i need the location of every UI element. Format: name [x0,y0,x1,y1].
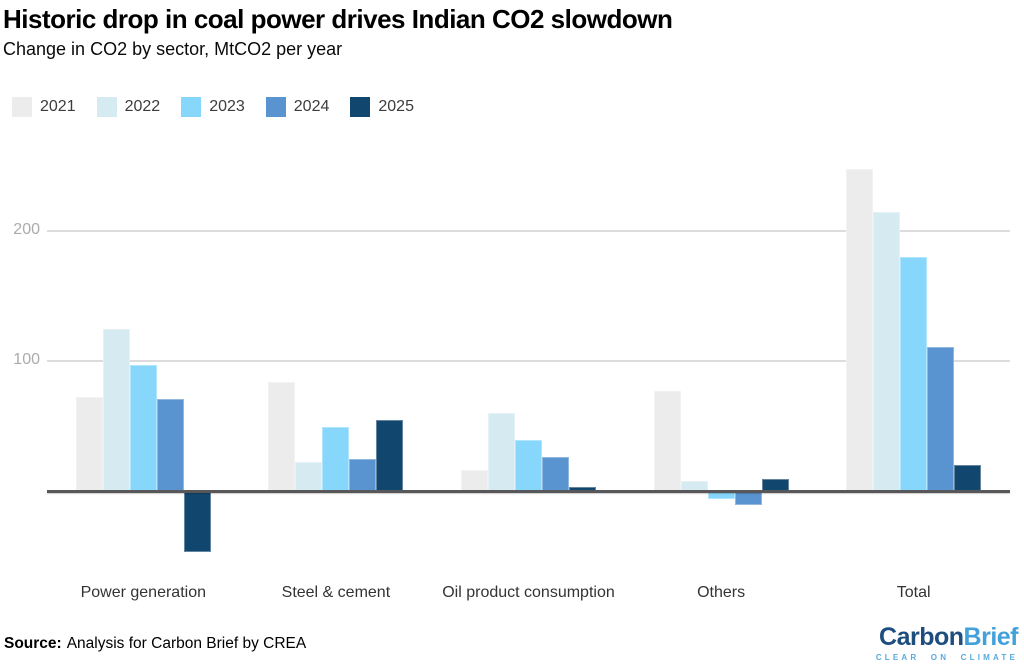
bar-2024-0 [156,398,184,491]
bar-2023-4 [900,257,928,491]
bar-2021-0 [75,397,103,491]
bar-2024-4 [927,346,955,491]
bar-2022-3 [680,480,708,491]
legend-item: 2025 [350,97,414,117]
carbonbrief-logo: CarbonBrief CLEAR ON CLIMATE [875,625,1019,662]
y-tick-label: 200 [13,221,40,238]
source-text: Analysis for Carbon Brief by CREA [66,635,307,652]
gridline [47,230,1010,232]
logo-carbon: Carbon [879,623,964,651]
chart-subtitle: Change in CO2 by sector, MtCO2 per year [3,39,343,59]
bar-2021-4 [846,168,874,491]
legend-item: 2021 [12,97,76,117]
bar-2023-1 [322,427,350,491]
logo-brief: Brief [963,623,1019,651]
bar-2024-1 [349,458,377,491]
bar-2021-2 [461,470,488,491]
bar-2025-4 [954,465,982,491]
legend-item: 2023 [181,97,245,117]
chart-title: Historic drop in coal power drives India… [3,4,673,34]
x-axis-zero-line [47,490,1010,493]
bar-2025-1 [376,419,404,491]
legend-label: 2024 [293,98,330,115]
legend-swatch [96,97,117,117]
category-label: Steel & cement [281,584,391,601]
legend-label: 2023 [209,98,245,115]
y-tick-label: 100 [13,351,40,368]
bar-2023-0 [129,364,157,491]
bar-2022-2 [488,413,515,491]
bar-2024-2 [542,457,569,491]
bar-2024-3 [734,491,762,506]
bar-2025-0 [183,491,211,553]
source-line: Source: Analysis for Carbon Brief by CREA [4,635,306,653]
bar-2021-3 [653,390,681,491]
source-label: Source: [4,635,62,652]
logo-wordmark: CarbonBrief [876,625,1018,650]
legend-swatch [181,97,202,117]
bar-2022-1 [295,462,323,491]
legend-item: 2022 [96,97,161,117]
legend: 2021 2022 2023 2024 2025 [12,97,435,117]
legend-swatch [265,97,286,117]
category-label: Total [896,584,931,601]
category-label: Oil product consumption [442,584,615,601]
bar-2022-4 [873,211,901,491]
legend-label: 2022 [124,98,161,115]
bar-2023-2 [515,440,542,491]
legend-item: 2024 [265,97,330,117]
category-label: Power generation [80,584,206,601]
bar-2025-2 [569,487,596,491]
legend-swatch [350,97,371,117]
gridline [47,360,1010,362]
category-label: Others [697,584,746,601]
bar-2023-3 [707,491,735,499]
legend-label: 2025 [378,98,414,115]
bar-2025-3 [761,479,789,491]
bar-2022-0 [102,328,130,491]
legend-label: 2021 [40,98,76,115]
legend-swatch [12,97,32,117]
bar-2021-1 [268,381,296,491]
logo-tagline: CLEAR ON CLIMATE [875,653,1018,662]
